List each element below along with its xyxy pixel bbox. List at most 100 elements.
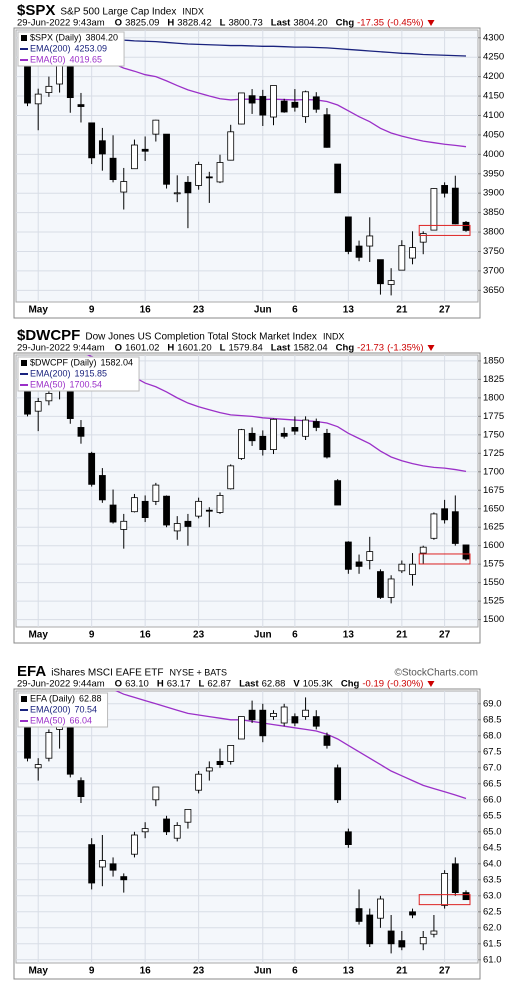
candle-body (184, 181, 192, 194)
x-tick-label: 9 (89, 630, 95, 641)
candle-body (302, 419, 309, 437)
candle-body (88, 844, 96, 884)
candle-body (462, 221, 470, 231)
x-tick-label: 6 (292, 305, 298, 316)
candle-body (141, 148, 149, 152)
y-tick-label: 62.0 (483, 922, 502, 933)
plot-area (15, 29, 479, 303)
candle-body (344, 216, 352, 252)
y-tick-label: 3700 (483, 265, 504, 276)
y-tick-label: 61.0 (483, 954, 502, 965)
legend-name: EMA(200) (30, 43, 71, 53)
candle-body (334, 480, 342, 506)
legend-name: EFA (Daily) (30, 693, 75, 703)
indicator-line (115, 691, 467, 800)
candle-body (238, 92, 245, 125)
x-tick-label: 9 (89, 305, 95, 316)
candle-body (344, 831, 352, 845)
quote-name: V (293, 679, 300, 690)
candle-body (238, 429, 245, 459)
y-tick-label: 67.5 (483, 746, 502, 757)
y-tick-label: 1850 (483, 355, 504, 366)
quote-value: 62.88 (262, 679, 286, 690)
x-tick-label: 9 (89, 966, 95, 977)
last-price-box (418, 553, 471, 565)
y-tick-label: 4200 (483, 71, 504, 82)
candle-body (441, 873, 449, 906)
legend-value: 66.04 (70, 715, 93, 725)
y-tick-label: 1800 (483, 392, 504, 403)
candle-body (34, 764, 42, 769)
quote-name: O (115, 18, 122, 29)
x-tick-label: 27 (439, 630, 451, 641)
candle-body (409, 911, 416, 916)
x-tick-label: Jun (254, 305, 272, 316)
candle-body (430, 188, 438, 231)
candle-body (152, 119, 160, 135)
legend-swatch (21, 35, 27, 41)
y-tick-label: 67.0 (483, 762, 502, 773)
candle-body (141, 500, 149, 519)
y-tick-label: 1500 (483, 614, 504, 625)
candle-body (238, 716, 245, 740)
y-tick-label: 1575 (483, 559, 504, 570)
candle-body (195, 164, 203, 186)
y-tick-label: 3950 (483, 168, 504, 179)
candle-body (34, 401, 42, 412)
plot-content (24, 691, 471, 954)
x-tick-label: Jun (254, 966, 272, 977)
legend-value: 62.88 (79, 693, 102, 703)
y-tick-label: 66.0 (483, 794, 502, 805)
candle-body (120, 520, 128, 530)
candle-body (291, 716, 299, 724)
candle-body (291, 101, 299, 108)
x-tick-label: May (28, 305, 48, 316)
candle-body (184, 809, 192, 823)
datetime: 29-Jun-2022 9:44am (17, 679, 105, 690)
candle-body (302, 709, 309, 718)
legend-name: EMA(50) (30, 379, 66, 389)
quote-value: 63.10 (125, 679, 149, 690)
y-tick-label: 4150 (483, 91, 504, 102)
legend-value: 1915.85 (75, 368, 108, 378)
candle-body (387, 280, 395, 285)
quote-value: -21.73 (357, 343, 384, 354)
x-tick-label: 13 (343, 966, 355, 977)
candle-body (259, 96, 267, 116)
candle-body (377, 571, 384, 598)
candle-body (98, 860, 106, 868)
quote-value: 1582.04 (293, 343, 327, 354)
x-tick-label: 21 (396, 966, 408, 977)
chart-title: Dow Jones US Completion Total Stock Mark… (85, 332, 317, 343)
candle-body (227, 465, 235, 490)
candle-body (141, 828, 149, 833)
y-tick-label: 1675 (483, 485, 504, 496)
candle-body (77, 780, 85, 797)
quote-name: H (167, 343, 174, 354)
candle-body (227, 745, 235, 762)
symbol: $DWCPF (17, 327, 80, 344)
candle-body (163, 818, 170, 833)
candle-body (366, 551, 374, 561)
plot-content (24, 34, 471, 296)
candle-body (131, 497, 138, 513)
legend-value: 70.54 (75, 704, 98, 714)
candle-body (120, 181, 128, 193)
down-arrow (427, 20, 435, 26)
candle-body (323, 114, 331, 148)
y-tick-label: 3750 (483, 246, 504, 257)
x-tick-label: 23 (193, 305, 205, 316)
candle-body (216, 162, 224, 183)
y-tick-label: 4100 (483, 110, 504, 121)
legend-name: EMA(200) (30, 704, 71, 714)
x-tick-label: 16 (140, 305, 152, 316)
candle-body (216, 761, 224, 766)
quote-value: 105.3K (303, 679, 334, 690)
candle-body (98, 475, 106, 501)
candle-body (131, 144, 138, 170)
x-tick-label: 27 (439, 966, 451, 977)
x-tick-label: May (28, 630, 48, 641)
candle-body (355, 908, 363, 922)
